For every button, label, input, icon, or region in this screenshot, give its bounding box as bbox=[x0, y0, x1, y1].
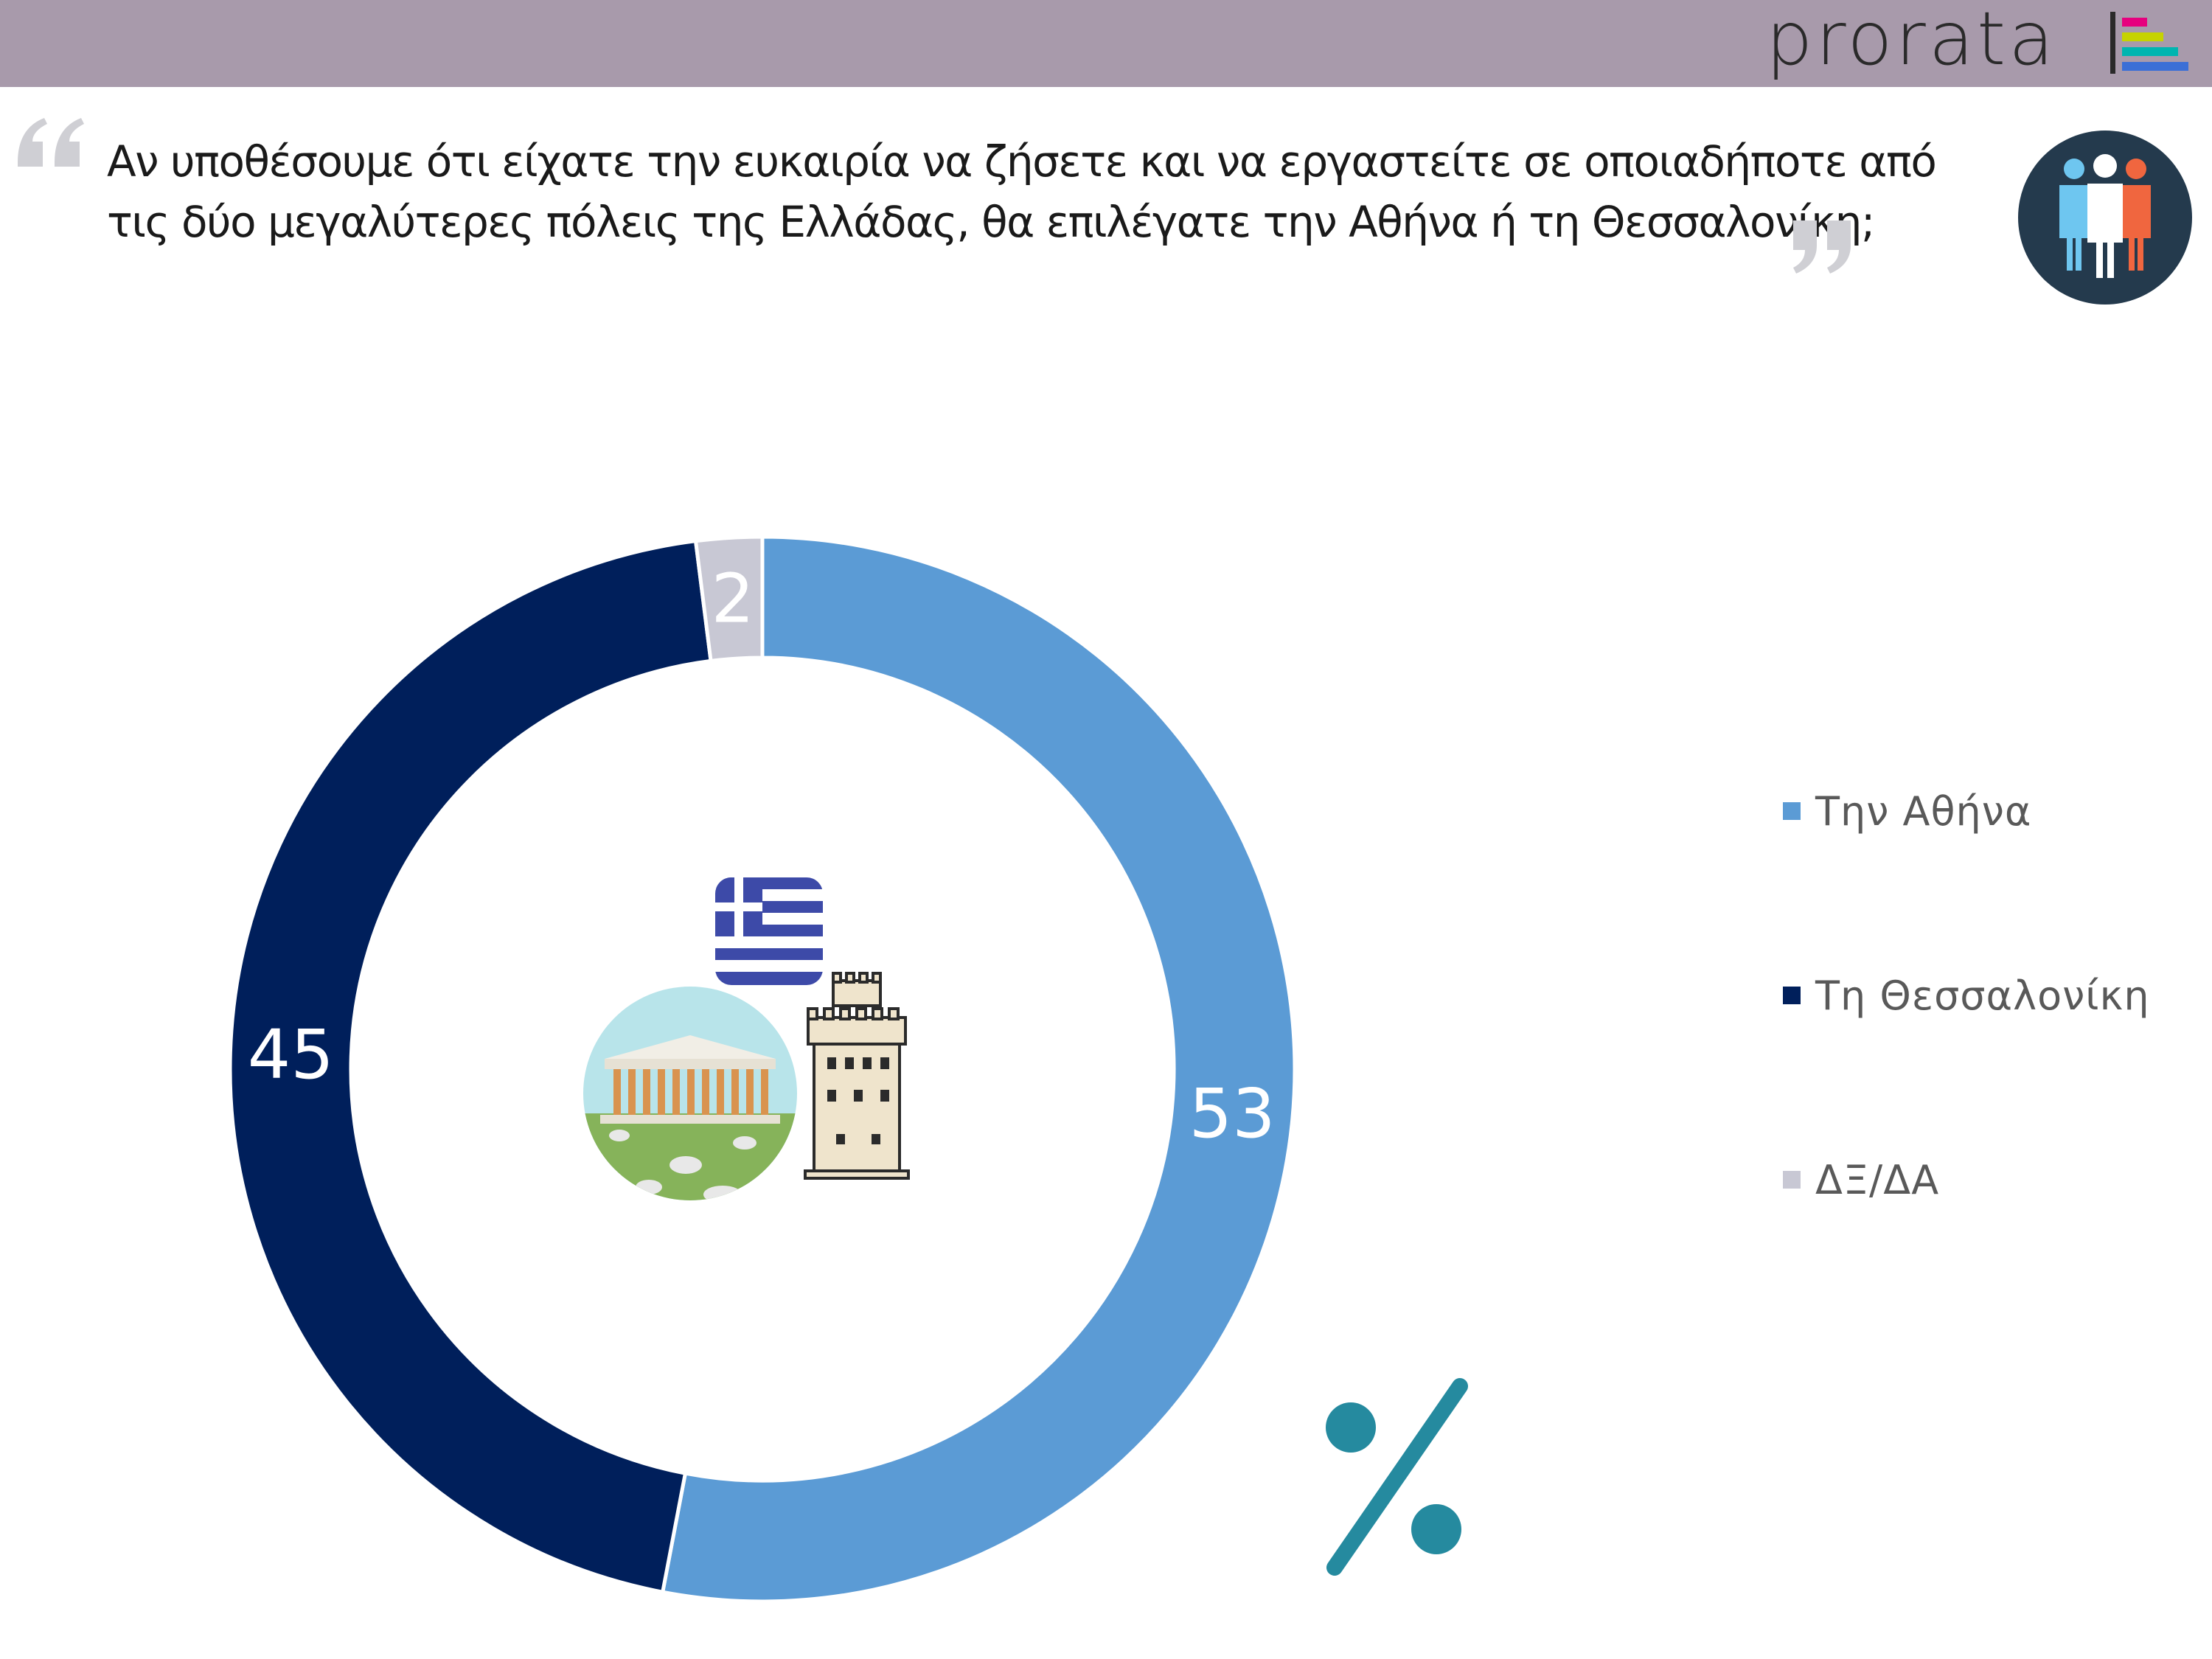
slice-dk-na bbox=[693, 535, 765, 664]
center-illustration bbox=[583, 877, 910, 1200]
question-text: Αν υποθέσουμε ότι είχατε την ευκαιρία να… bbox=[107, 136, 1937, 247]
data-label-dk-na: 2 bbox=[712, 559, 755, 638]
legend-label: Την Αθήνα bbox=[1815, 787, 2032, 835]
white-tower-icon bbox=[804, 972, 910, 1180]
legend-swatch bbox=[1783, 802, 1801, 820]
data-label-thessaloniki: 45 bbox=[248, 1015, 334, 1094]
slice-thessaloniki bbox=[228, 538, 713, 1595]
legend-swatch bbox=[1783, 1171, 1801, 1189]
legend-item-thessaloniki: Τη Θεσσαλονίκη bbox=[1783, 972, 2150, 1019]
chart-legend: Την Αθήνα Τη Θεσσαλονίκη ΔΞ/ΔΑ bbox=[1783, 787, 2150, 1342]
slice-athens bbox=[660, 535, 1297, 1604]
top-bar bbox=[0, 0, 2212, 87]
quote-open-icon bbox=[18, 118, 84, 167]
legend-item-athens: Την Αθήνα bbox=[1783, 787, 2150, 835]
greek-flag-icon bbox=[715, 877, 823, 985]
legend-item-dk-na: ΔΞ/ΔΑ bbox=[1783, 1156, 2150, 1203]
logo-mark-icon bbox=[2110, 12, 2188, 74]
legend-swatch bbox=[1783, 987, 1801, 1004]
quote-close-icon bbox=[1793, 220, 1851, 274]
people-group-icon bbox=[2018, 131, 2192, 305]
data-label-athens: 53 bbox=[1189, 1074, 1276, 1153]
legend-label: Τη Θεσσαλονίκη bbox=[1815, 972, 2150, 1019]
legend-label: ΔΞ/ΔΑ bbox=[1815, 1156, 1940, 1203]
logo-text: prorata bbox=[1766, 0, 2057, 82]
parthenon-icon bbox=[583, 987, 797, 1200]
percent-sign-icon bbox=[1326, 1378, 1468, 1576]
